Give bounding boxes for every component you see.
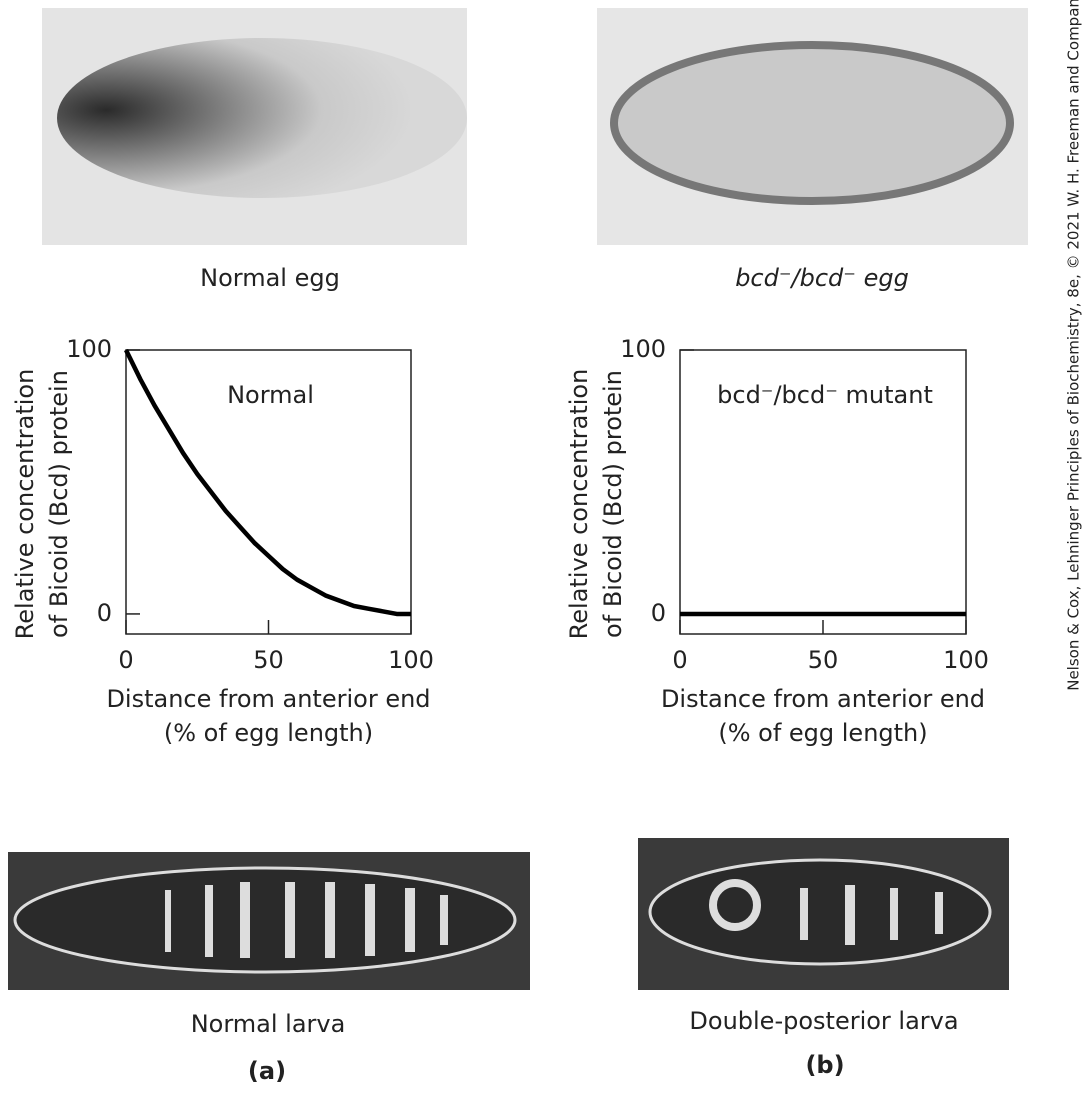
- caption: bcd⁻/bcd⁻ egg: [735, 264, 909, 292]
- credit: Nelson & Cox, Lehninger Principles of Bi…: [1065, 0, 1083, 691]
- egg: [610, 41, 1014, 205]
- caption: Double-posterior larva: [689, 1007, 958, 1035]
- annotation: bcd⁻/bcd⁻ mutant: [717, 381, 933, 409]
- x-axis-label: (% of egg length): [164, 719, 373, 747]
- segments: [165, 882, 448, 958]
- y-tick-label: 100: [66, 335, 112, 363]
- x-axis-label: Distance from anterior end: [661, 685, 985, 713]
- caption: Normal egg: [200, 264, 340, 292]
- y-axis-label: of Bicoid (Bcd) protein: [45, 370, 73, 638]
- x-tick-label: 50: [808, 646, 839, 674]
- segments: [709, 879, 943, 945]
- x-tick-label: 100: [943, 646, 989, 674]
- data-line: [123, 349, 411, 617]
- x-tick-label: 0: [118, 646, 133, 674]
- annotation: Normal: [227, 381, 314, 409]
- x-axis-label: (% of egg length): [718, 719, 927, 747]
- x-axis-label: Distance from anterior end: [106, 685, 430, 713]
- egg: [57, 38, 467, 198]
- larva: [13, 866, 517, 974]
- y-axis-label: Relative concentration: [565, 369, 593, 640]
- y-tick-label: 0: [651, 599, 666, 627]
- y-axis-label: of Bicoid (Bcd) protein: [599, 370, 627, 638]
- caption: Normal larva: [191, 1010, 346, 1038]
- y-tick-label: 0: [97, 599, 112, 627]
- x-tick-label: 100: [388, 646, 434, 674]
- x-tick-label: 0: [672, 646, 687, 674]
- x-tick-label: 50: [253, 646, 284, 674]
- panel-label: (a): [248, 1057, 286, 1085]
- y-axis-label: Relative concentration: [11, 369, 39, 640]
- panel-label: (b): [805, 1051, 844, 1079]
- y-tick-label: 100: [620, 335, 666, 363]
